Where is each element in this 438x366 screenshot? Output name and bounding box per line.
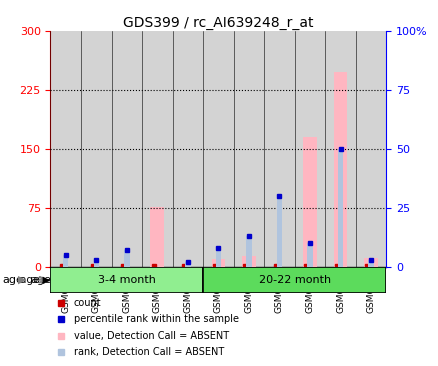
Bar — [294, 31, 325, 267]
Bar — [150, 207, 164, 267]
Bar — [203, 267, 385, 293]
Title: GDS399 / rc_AI639248_r_at: GDS399 / rc_AI639248_r_at — [123, 16, 313, 30]
Text: value, Detection Call = ABSENT: value, Detection Call = ABSENT — [74, 330, 229, 341]
Bar — [302, 137, 316, 267]
Bar — [185, 262, 190, 267]
Bar — [337, 149, 343, 267]
Bar — [93, 260, 99, 267]
Text: age ▶: age ▶ — [20, 275, 51, 285]
Bar — [63, 255, 68, 267]
Bar — [364, 258, 377, 267]
Bar — [333, 72, 346, 267]
Bar — [211, 259, 225, 267]
Text: age: age — [2, 275, 23, 285]
Bar — [50, 31, 81, 267]
Bar — [124, 250, 129, 267]
Bar — [264, 31, 294, 267]
Bar — [111, 31, 142, 267]
Bar — [142, 31, 172, 267]
Bar — [367, 260, 373, 267]
Text: age: age — [30, 275, 51, 285]
Bar — [241, 256, 255, 267]
Text: count: count — [74, 298, 101, 307]
Text: 20-22 month: 20-22 month — [258, 275, 330, 285]
Bar — [203, 31, 233, 267]
Bar — [246, 236, 251, 267]
Bar — [355, 31, 385, 267]
Bar — [172, 31, 203, 267]
Text: percentile rank within the sample: percentile rank within the sample — [74, 314, 238, 324]
Text: rank, Detection Call = ABSENT: rank, Detection Call = ABSENT — [74, 347, 224, 357]
Bar — [233, 31, 264, 267]
Bar — [215, 248, 221, 267]
Text: 3-4 month: 3-4 month — [98, 275, 155, 285]
Bar — [325, 31, 355, 267]
Bar — [307, 243, 312, 267]
Bar — [276, 196, 282, 267]
Bar — [81, 31, 111, 267]
Bar — [50, 267, 203, 293]
Text: ▶: ▶ — [18, 275, 27, 285]
